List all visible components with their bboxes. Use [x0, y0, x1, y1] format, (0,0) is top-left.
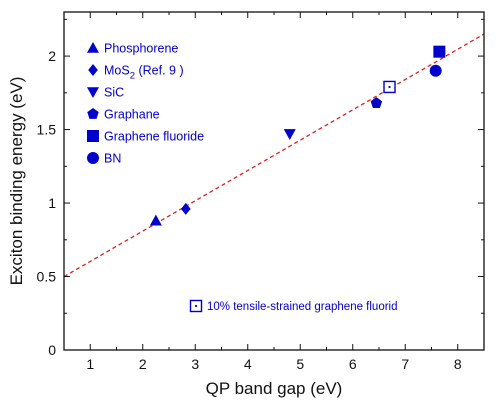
- fit-line: [63, 33, 485, 278]
- legend-marker: [87, 152, 99, 164]
- y-tick-label: 1.5: [37, 122, 57, 138]
- legend-marker: [87, 42, 99, 53]
- data-point-dot: [388, 85, 391, 89]
- x-tick-label: 8: [454, 356, 462, 372]
- legend-marker: [87, 108, 99, 119]
- data-point: [283, 129, 296, 140]
- x-tick-label: 3: [191, 356, 199, 372]
- x-tick-label: 4: [244, 356, 252, 372]
- legend-marker: [88, 64, 98, 76]
- legend-label: Graphene fluoride: [104, 130, 204, 144]
- annotation-marker-dot: [194, 304, 198, 308]
- annotation-label: 10% tensile-strained graphene fluorid: [207, 301, 398, 313]
- x-axis-title: QP band gap (eV): [206, 379, 343, 398]
- y-tick-label: 1: [48, 195, 56, 211]
- legend-label: MoS2 (Ref. 9 ): [104, 64, 184, 82]
- y-tick-label: 2: [48, 48, 56, 64]
- data-point: [429, 64, 442, 77]
- data-point: [383, 80, 396, 94]
- data-point: [181, 202, 191, 215]
- legend-label: Phosphorene: [104, 42, 178, 56]
- y-tick-label: 0.5: [37, 269, 57, 285]
- data-point: [370, 97, 383, 108]
- y-axis-title: Exciton binding energy (eV): [7, 77, 26, 286]
- ticks-layer: 1 2 3 4 5 6 7 8 0 0.5 1 1.5 2: [37, 12, 484, 372]
- y-tick-label: 0: [48, 342, 56, 358]
- data-point: [149, 214, 162, 226]
- x-tick-label: 2: [139, 356, 147, 372]
- fit-line-layer: [63, 33, 485, 278]
- x-tick-label: 6: [349, 356, 357, 372]
- x-tick-label: 5: [296, 356, 304, 372]
- annotation: 10% tensile-strained graphene fluorid: [189, 299, 398, 313]
- legend-label: SiC: [104, 86, 124, 100]
- data-point: [433, 45, 446, 58]
- x-tick-label: 1: [86, 356, 94, 372]
- legend-marker: [87, 130, 99, 142]
- legend-label: Graphane: [104, 108, 160, 122]
- legend: Phosphorene MoS2 (Ref. 9 ) SiC Graphane Grap…: [87, 42, 204, 166]
- data-points-layer: [149, 45, 446, 226]
- legend-marker: [87, 87, 99, 98]
- x-tick-label: 7: [401, 356, 409, 372]
- legend-label: BN: [104, 152, 121, 166]
- annotation-marker: [189, 299, 203, 313]
